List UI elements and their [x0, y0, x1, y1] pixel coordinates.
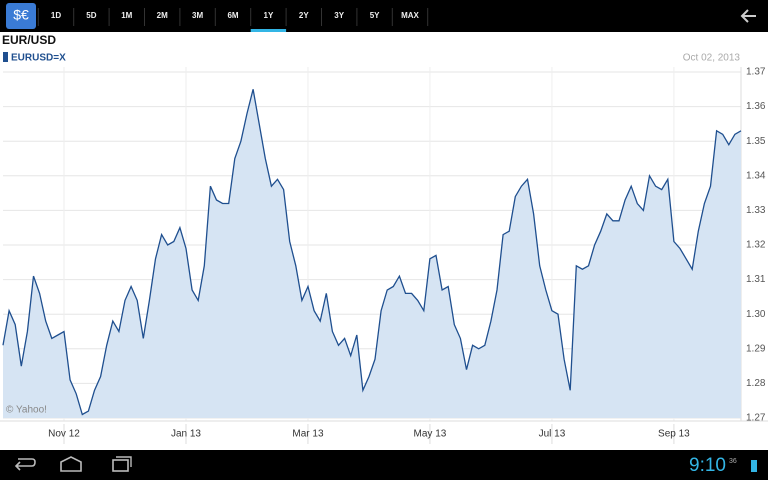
tab-label: 1Y: [264, 11, 274, 20]
back-button[interactable]: [740, 9, 756, 23]
tab-label: 1M: [121, 11, 132, 20]
tab-label: 3Y: [334, 11, 344, 20]
toolbar: [0, 0, 768, 32]
tab[interactable]: 1M: [121, 11, 132, 20]
legend-label: EURUSD=X: [11, 53, 66, 64]
nav-bar: [0, 450, 768, 480]
tab-label: 3M: [192, 11, 203, 20]
toolbar-tabs: 1D 5D 1M 2M 3M 6M 1Y 2Y 3Y 5Y MAX: [37, 8, 429, 32]
tab-label: 2Y: [299, 11, 309, 20]
tab[interactable]: 5D: [86, 11, 96, 20]
back-nav-icon: [14, 458, 36, 471]
price-line: [2, 89, 742, 416]
y-tick-label: 1.32: [746, 240, 766, 251]
tab[interactable]: 5Y: [370, 11, 380, 20]
clock: 9:10: [689, 455, 726, 476]
back-arrow: [740, 9, 756, 23]
x-tick-label: Mar 13: [292, 429, 324, 440]
app-icon[interactable]: [6, 3, 36, 29]
x-tick-label: Sep 13: [658, 429, 690, 440]
tab-label: 1D: [51, 11, 61, 20]
y-tick-label: 1.33: [746, 205, 766, 216]
tab-label: 5Y: [370, 11, 380, 20]
tab[interactable]: 2Y: [299, 11, 309, 20]
x-tick-label: Nov 12: [48, 429, 80, 440]
y-tick-label: 1.34: [746, 170, 766, 181]
y-tick-label: 1.36: [746, 101, 766, 112]
y-tick-label: 1.28: [746, 378, 766, 389]
legend-swatch: [3, 52, 8, 62]
x-tick-label: Jul 13: [539, 429, 566, 440]
tab[interactable]: MAX: [401, 11, 419, 20]
recent-nav-icon: [112, 459, 129, 472]
home-nav-icon: [60, 456, 82, 472]
y-tick-label: 1.37: [746, 67, 766, 78]
tab[interactable]: 1Y: [264, 11, 274, 20]
recent-nav-icon-back: [116, 456, 132, 467]
recent-nav[interactable]: [112, 456, 132, 472]
signal-strength: 36: [729, 458, 737, 465]
y-tick-label: 1.31: [746, 274, 766, 285]
y-tick-label: 1.35: [746, 136, 766, 147]
tab[interactable]: 2M: [157, 11, 168, 20]
tab-label: 6M: [227, 11, 238, 20]
tab-selected-indicator: [250, 29, 287, 32]
tab-label: 2M: [157, 11, 168, 20]
tab[interactable]: 3M: [192, 11, 203, 20]
battery-icon: [751, 460, 757, 472]
chart-date: Oct 02, 2013: [683, 53, 741, 64]
back-nav[interactable]: [14, 458, 36, 471]
tab-label: 5D: [86, 11, 96, 20]
tab-label: MAX: [401, 11, 419, 20]
y-tick-label: 1.27: [746, 413, 766, 424]
tab[interactable]: 6M: [227, 11, 238, 20]
x-tick-label: Jan 13: [171, 429, 201, 440]
chart-credit: © Yahoo!: [6, 405, 47, 416]
home-nav[interactable]: [60, 456, 82, 472]
app-icon-label: $€: [13, 7, 29, 23]
y-tick-label: 1.29: [746, 343, 766, 354]
chart: 1.27 1.28 1.29 1.30 1.31 1.32 1.33 1.34 1.35 1.36…: [0, 52, 768, 444]
x-tick-label: May 13: [414, 429, 447, 440]
y-tick-label: 1.30: [746, 309, 766, 320]
tab[interactable]: 1D: [51, 11, 61, 20]
chart-title: EUR/USD: [2, 33, 56, 47]
area-fill: [3, 89, 741, 419]
tab[interactable]: 3Y: [334, 11, 344, 20]
